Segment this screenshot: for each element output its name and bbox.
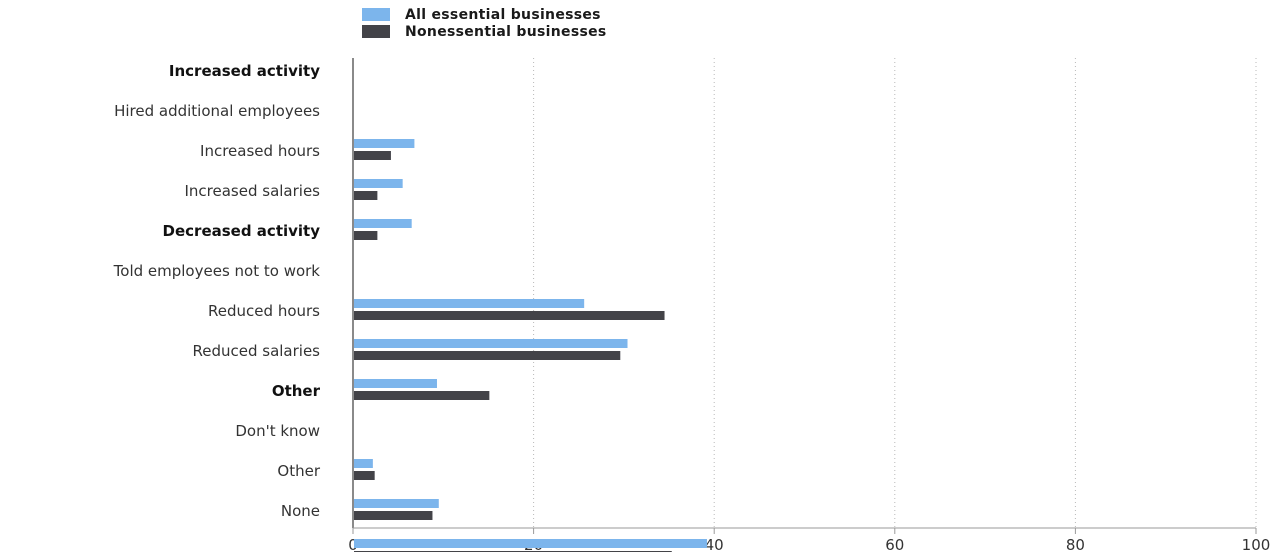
bar-essential: [354, 219, 412, 228]
x-tick-label: 80: [1066, 536, 1085, 552]
x-tick-label: 100: [1242, 536, 1271, 552]
bar-nonessential: [354, 471, 375, 480]
legend-item-essential[interactable]: All essential businesses: [362, 6, 607, 23]
bar-nonessential: [354, 311, 665, 320]
bar-essential: [354, 459, 373, 468]
bar-essential: [354, 339, 628, 348]
category-header-label: Increased activity: [169, 62, 320, 80]
category-label: Hired additional employees: [114, 102, 320, 120]
category-label: Don't know: [235, 422, 320, 440]
legend-item-nonessential[interactable]: Nonessential businesses: [362, 23, 607, 40]
category-label: None: [281, 502, 320, 520]
bar-essential: [354, 139, 415, 148]
category-label: Increased hours: [200, 142, 320, 160]
legend: All essential businesses Nonessential bu…: [362, 6, 607, 40]
bar-nonessential: [354, 351, 621, 360]
bar-essential: [354, 539, 707, 548]
bar-essential: [354, 179, 403, 188]
category-label: Reduced salaries: [192, 342, 320, 360]
category-header-label: Other: [272, 382, 321, 400]
bar-nonessential: [354, 191, 378, 200]
bar-essential: [354, 299, 585, 308]
bar-essential: [354, 379, 437, 388]
bar-nonessential: [354, 391, 490, 400]
x-tick-label: 40: [705, 536, 724, 552]
legend-label-essential: All essential businesses: [405, 6, 601, 23]
bar-essential: [354, 499, 439, 508]
legend-label-nonessential: Nonessential businesses: [405, 23, 607, 40]
legend-swatch-essential: [362, 8, 390, 21]
x-tick-label: 60: [885, 536, 904, 552]
legend-swatch-nonessential: [362, 25, 390, 38]
x-tick-label: 0: [348, 536, 358, 552]
bar-nonessential: [354, 231, 378, 240]
bar-nonessential: [354, 511, 433, 520]
category-header-label: Decreased activity: [163, 222, 321, 240]
category-label: Increased salaries: [184, 182, 320, 200]
category-label: Other: [277, 462, 320, 480]
bar-nonessential: [354, 151, 391, 160]
category-label: Told employees not to work: [113, 262, 321, 280]
category-label: Reduced hours: [208, 302, 320, 320]
